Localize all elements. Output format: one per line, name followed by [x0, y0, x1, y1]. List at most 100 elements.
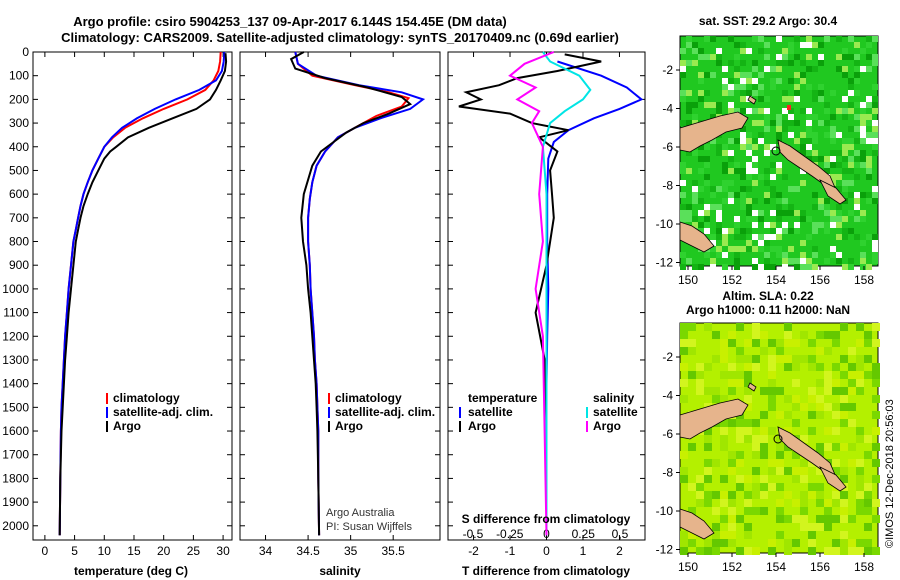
map-cell	[720, 491, 728, 499]
map-cell	[792, 467, 800, 475]
map-cell	[752, 222, 758, 228]
map-cell	[752, 144, 758, 150]
map-cell	[860, 48, 866, 54]
map-cell	[832, 547, 840, 555]
map-cell	[800, 475, 808, 483]
map-cell	[848, 36, 854, 42]
map-cell	[752, 90, 758, 96]
map-cell	[736, 475, 744, 483]
map-cell	[784, 363, 792, 371]
map-cell	[794, 72, 800, 78]
series-climatology	[58, 51, 222, 536]
map-cell	[816, 403, 824, 411]
map-cell	[704, 210, 710, 216]
legend-temp-argo: Argo	[468, 419, 496, 433]
depth-tick-label: 1200	[2, 329, 29, 343]
map-cell	[752, 443, 760, 451]
map-cell	[688, 371, 696, 379]
map-cell	[782, 258, 788, 264]
map-cell	[764, 222, 770, 228]
map-cell	[848, 168, 854, 174]
depth-tick-label: 900	[9, 258, 29, 272]
sst-map-axes: -2 -4 -6 -8 -10 -12 150 152 154 156 158	[656, 63, 875, 287]
map-cell	[716, 222, 722, 228]
map-cell	[680, 162, 686, 168]
map-cell	[736, 451, 744, 459]
map-cell	[824, 499, 832, 507]
map-cell	[704, 36, 710, 42]
map-cell	[842, 144, 848, 150]
map-cell	[698, 96, 704, 102]
map-cell	[710, 234, 716, 240]
map-cell	[792, 419, 800, 427]
map-cell	[776, 162, 782, 168]
imos-stamp: ©IMOS 12-Dec-2018 20:56:03	[884, 399, 896, 548]
sla-map	[679, 322, 880, 555]
map-cell	[830, 138, 836, 144]
legend-climatology: climatology	[335, 391, 402, 405]
map-cell	[842, 72, 848, 78]
series-satellite-adj-clim-	[58, 51, 226, 536]
map-cell	[752, 138, 758, 144]
map-cell	[768, 403, 776, 411]
map-cell	[872, 459, 880, 467]
map-cell	[872, 138, 878, 144]
map-cell	[800, 108, 806, 114]
map-cell	[848, 403, 856, 411]
map-cell	[728, 90, 734, 96]
map-cell	[866, 168, 872, 174]
map-cell	[768, 379, 776, 387]
map-cell	[854, 90, 860, 96]
map-cell	[818, 204, 824, 210]
map-cell	[830, 114, 836, 120]
map-cell	[792, 379, 800, 387]
title-line-1: Argo profile: csiro 5904253_137 09-Apr-2…	[73, 14, 507, 29]
map-cell	[872, 126, 878, 132]
map-cell	[710, 264, 716, 270]
map-cell	[842, 186, 848, 192]
map-cell	[860, 258, 866, 264]
map-cell	[680, 210, 686, 216]
title-line-2: Climatology: CARS2009. Satellite-adjuste…	[61, 30, 619, 45]
top-tick-label: 0.25	[572, 527, 596, 541]
argo-position-circle	[773, 434, 783, 444]
map-cell	[800, 331, 808, 339]
map-cell	[856, 483, 864, 491]
map-cell	[680, 547, 688, 555]
lon-tick-label: 152	[722, 273, 742, 287]
map-cell	[734, 54, 740, 60]
map-cell	[872, 246, 878, 252]
lat-tick-label: -6	[662, 427, 673, 441]
map-cell	[824, 547, 832, 555]
map-cell	[728, 180, 734, 186]
map-cell	[692, 192, 698, 198]
map-cell	[794, 228, 800, 234]
map-cell	[824, 523, 832, 531]
map-cell	[746, 78, 752, 84]
map-cell	[728, 156, 734, 162]
map-cell	[704, 156, 710, 162]
map-cell	[692, 48, 698, 54]
map-cell	[840, 403, 848, 411]
credit-line-2: PI: Susan Wijffels	[326, 521, 412, 533]
map-cell	[792, 395, 800, 403]
map-cell	[746, 168, 752, 174]
top-tick-label: -0.5	[463, 527, 484, 541]
x-tick-label: 2	[616, 544, 623, 558]
map-cell	[680, 323, 688, 331]
map-cell	[800, 355, 808, 363]
map-cell	[848, 258, 854, 264]
map-cell	[824, 204, 830, 210]
map-cell	[692, 42, 698, 48]
map-cell	[776, 132, 782, 138]
map-cell	[864, 435, 872, 443]
map-cell	[698, 156, 704, 162]
map-cell	[752, 363, 760, 371]
map-cell	[770, 84, 776, 90]
map-cell	[704, 435, 712, 443]
land-mass	[747, 95, 757, 105]
map-cell	[860, 150, 866, 156]
land-mass	[679, 508, 715, 540]
map-cell	[794, 186, 800, 192]
